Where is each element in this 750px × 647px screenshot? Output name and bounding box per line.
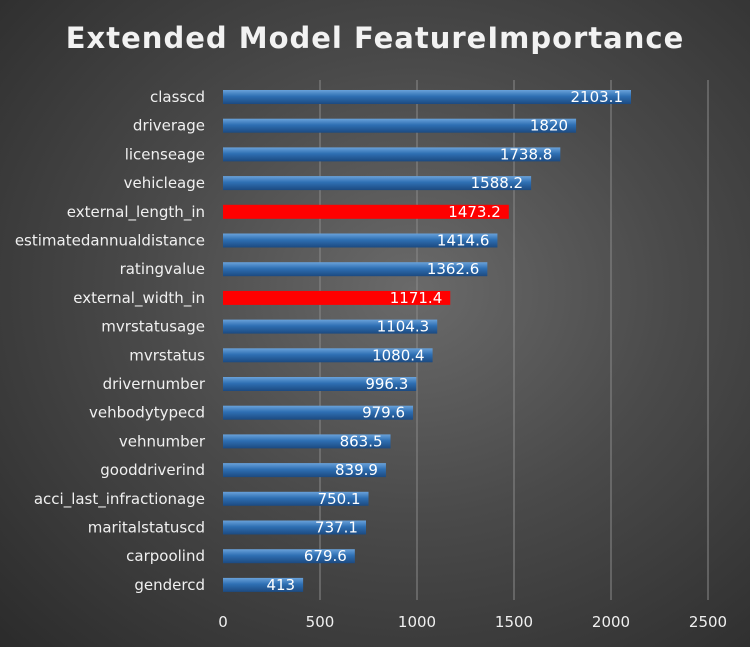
data-label: 679.6 <box>304 547 347 565</box>
data-label: 1588.2 <box>471 174 524 192</box>
category-label: vehnumber <box>119 432 206 450</box>
data-label: 1080.4 <box>372 346 425 364</box>
bar-classcd <box>223 90 632 104</box>
x-axis-ticks: 0 500 1000 1500 2000 2500 <box>218 613 727 631</box>
bar-vehicleage <box>223 176 532 191</box>
data-label: 1171.4 <box>390 289 443 307</box>
data-label: 863.5 <box>340 432 383 450</box>
category-label: driverage <box>133 117 205 135</box>
category-label: licenseage <box>125 145 205 163</box>
x-tick-label: 2500 <box>689 613 727 631</box>
data-label: 1820 <box>530 117 568 135</box>
data-label: 1414.6 <box>437 232 490 250</box>
category-labels: classcd driverage licenseage vehicleage exte… <box>15 88 206 594</box>
bar-vehbodytypecd <box>223 405 414 420</box>
bar-ratingvalue <box>223 262 488 277</box>
bar-external-width-in <box>223 290 451 305</box>
bar-gooddriverind <box>223 463 386 478</box>
data-label: 839.9 <box>335 461 378 479</box>
data-label: 1738.8 <box>500 145 553 163</box>
bar-estimatedannualdistance <box>223 233 498 248</box>
bar-acci-last-infractionage <box>223 491 369 506</box>
category-label: classcd <box>150 88 205 106</box>
data-label: 1104.3 <box>377 318 430 336</box>
bar-drivernumber <box>223 377 417 391</box>
data-label: 750.1 <box>318 490 361 508</box>
chart-title: Extended Model FeatureImportance <box>66 21 685 55</box>
bar-driverage <box>223 118 577 133</box>
bar-maritalstatuscd <box>223 520 366 535</box>
bar-licenseage <box>223 147 561 162</box>
category-label: drivernumber <box>103 375 206 393</box>
category-label: vehbodytypecd <box>89 404 205 422</box>
x-tick-label: 500 <box>306 613 335 631</box>
bar-external-length-in <box>223 204 509 219</box>
grid-layer <box>319 80 709 600</box>
data-label: 979.6 <box>362 404 405 422</box>
category-label: estimatedannualdistance <box>15 232 205 250</box>
category-label: mvrstatus <box>129 346 205 364</box>
category-label: mvrstatusage <box>101 318 205 336</box>
bar-vehnumber <box>223 434 391 449</box>
category-label: ratingvalue <box>120 260 205 278</box>
category-label: gendercd <box>134 576 205 594</box>
bar-gendercd <box>223 577 304 592</box>
x-tick-label: 2000 <box>592 613 630 631</box>
category-label: acci_last_infractionage <box>34 490 205 509</box>
bar-mvrstatus <box>223 348 433 363</box>
category-label: vehicleage <box>124 174 205 192</box>
data-label: 2103.1 <box>571 88 624 106</box>
x-tick-label: 1000 <box>398 613 436 631</box>
bars-layer <box>223 90 632 592</box>
category-label: carpoolind <box>126 547 205 565</box>
data-label: 1362.6 <box>427 260 480 278</box>
category-label: external_width_in <box>73 289 205 308</box>
bar-carpoolind <box>223 549 355 564</box>
category-label: maritalstatuscd <box>88 519 205 537</box>
category-label: external_length_in <box>67 203 205 222</box>
x-tick-label: 0 <box>218 613 228 631</box>
data-label: 996.3 <box>365 375 408 393</box>
category-label: gooddriverind <box>100 461 205 479</box>
data-label: 1473.2 <box>448 203 501 221</box>
data-label: 413 <box>266 576 295 594</box>
bar-mvrstatusage <box>223 319 438 334</box>
data-label: 737.1 <box>315 519 358 537</box>
x-tick-label: 1500 <box>495 613 533 631</box>
